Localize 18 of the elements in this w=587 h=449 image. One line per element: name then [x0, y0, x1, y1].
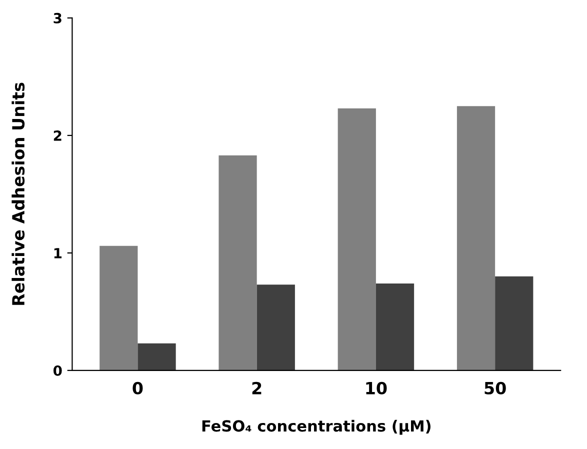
bar: [338, 108, 376, 370]
y-tick-label: 2: [54, 130, 62, 141]
bar: [100, 246, 138, 370]
x-tick-label: 2: [252, 382, 262, 394]
x-tick-label: 0: [132, 382, 143, 394]
bar: [256, 284, 295, 370]
bar: [495, 276, 534, 370]
y-tick-label: 1: [54, 248, 62, 258]
x-axis-title: FeSO₄ concentrations (µM): [202, 420, 430, 435]
y-axis-title: Relative Adhesion Units: [12, 82, 25, 305]
bar: [376, 283, 414, 370]
y-tick-label: 3: [54, 12, 62, 24]
x-tick-label: 10: [366, 382, 387, 394]
y-tick-label: 0: [53, 365, 62, 376]
x-tick-label: 50: [484, 382, 506, 394]
bar: [218, 155, 257, 370]
bar: [456, 106, 496, 370]
bar: [138, 343, 176, 370]
